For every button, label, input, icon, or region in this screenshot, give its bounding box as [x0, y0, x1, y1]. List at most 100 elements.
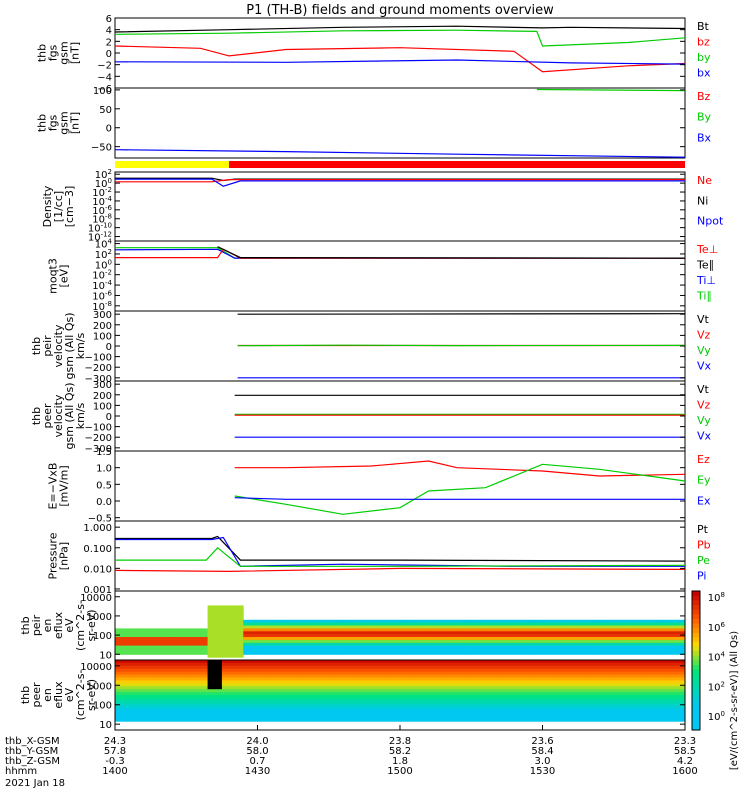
spectrogram-cell — [179, 697, 187, 702]
spectrogram-cell — [157, 668, 166, 673]
spectrogram-cell — [314, 628, 323, 632]
spectrogram-cell — [471, 642, 479, 647]
spectrogram-cell — [136, 668, 144, 673]
spectrogram-cell — [378, 700, 387, 705]
spectrogram-cell — [485, 686, 494, 690]
orbit-value: 58.4 — [531, 746, 553, 757]
spectrogram-cell — [635, 642, 643, 647]
spectrogram-cell — [642, 671, 650, 676]
legend-entry: Vx — [697, 360, 712, 373]
spectrogram-cell — [257, 677, 266, 681]
spectrogram-cell — [378, 718, 387, 722]
spectrogram-cell — [457, 671, 465, 676]
spectrogram-cell — [635, 662, 643, 667]
series-line — [234, 497, 685, 500]
spectrogram-cell — [620, 686, 629, 690]
spectrogram-cell — [592, 689, 600, 693]
spectrogram-cell — [485, 703, 494, 708]
spectrogram-cell — [221, 695, 230, 699]
spectrogram-cell — [179, 709, 187, 713]
spectrogram-cell — [350, 715, 358, 719]
spectrogram-cell — [172, 660, 180, 664]
spectrogram-cell — [549, 642, 558, 647]
spectrogram-cell — [392, 692, 401, 696]
spectrogram-cell — [150, 645, 159, 649]
panel-frame — [114, 240, 686, 312]
spectrogram-cell — [613, 709, 622, 713]
spectrogram-cell — [464, 718, 472, 722]
spectrogram-cell — [129, 631, 137, 635]
spectrogram-cell — [200, 686, 209, 690]
spectrogram-cell — [385, 631, 394, 635]
spectrogram-cell — [321, 706, 330, 711]
spectrogram-cell — [478, 706, 486, 711]
spectrogram-cell — [157, 703, 166, 708]
spectrogram-cell — [485, 637, 494, 641]
spectrogram-cell — [193, 718, 201, 722]
spectrogram-cell — [343, 697, 351, 702]
spectrogram-cell — [549, 677, 558, 681]
spectrogram-cell — [400, 642, 408, 647]
spectrogram-cell — [620, 645, 629, 649]
spectrogram-cell — [521, 692, 529, 696]
spectrogram-cell — [449, 706, 458, 711]
spectrogram-cell — [143, 631, 152, 635]
spectrogram-cell — [115, 671, 123, 676]
y-tick-label: 300 — [93, 380, 112, 391]
spectrogram-cell — [264, 662, 273, 667]
spectrogram-cell — [549, 689, 558, 693]
spectrogram-cell — [136, 706, 144, 711]
spectrogram-cell — [250, 648, 258, 652]
spectrogram-cell — [293, 665, 301, 670]
spectrogram-cell — [499, 662, 508, 667]
spectrogram-cell — [293, 668, 301, 673]
spectrogram-cell — [157, 718, 166, 722]
spectrogram-cell — [606, 648, 615, 652]
spectrogram-cell — [200, 712, 209, 716]
spectrogram-cell — [400, 683, 408, 687]
spectrogram-cell — [492, 634, 501, 638]
spectrogram-cell — [535, 619, 543, 624]
spectrogram-cell — [328, 642, 337, 647]
spectrogram-cell — [229, 668, 237, 673]
spectrogram-cell — [464, 651, 472, 655]
spectrogram-cell — [578, 642, 586, 647]
spectrogram-cell — [592, 712, 600, 716]
spectrogram-cell — [193, 692, 201, 696]
spectrogram-cell — [364, 625, 372, 629]
spectrogram-cell — [250, 662, 258, 667]
spectrogram-cell — [207, 605, 216, 609]
spectrogram-cell — [414, 680, 422, 684]
spectrogram-cell — [656, 700, 665, 705]
spectrogram-cell — [164, 671, 173, 676]
spectrogram-cell — [221, 616, 230, 621]
spectrogram-cell — [115, 689, 123, 693]
spectrogram-cell — [236, 642, 244, 647]
spectrogram-cell — [606, 715, 615, 719]
legend-entry: Vz — [697, 329, 711, 342]
spectrogram-cell — [521, 715, 529, 719]
spectrogram-cell — [435, 628, 444, 632]
spectrogram-cell — [506, 715, 515, 719]
spectrogram-cell — [478, 689, 486, 693]
spectrogram-cell — [236, 718, 244, 722]
spectrogram-cell — [221, 625, 230, 629]
spectrogram-cell — [229, 686, 237, 690]
spectrogram-cell — [307, 634, 315, 638]
spectrogram-cell — [599, 662, 608, 667]
spectrogram-cell — [143, 680, 152, 684]
spectrogram-cell — [328, 622, 337, 626]
spectrogram-cell — [200, 718, 209, 722]
spectrogram-cell — [435, 674, 444, 678]
spectrogram-cell — [471, 634, 479, 638]
spectrogram-cell — [599, 619, 608, 624]
spectrogram-cell — [449, 639, 458, 644]
spectrogram-cell — [599, 695, 608, 699]
spectrogram-cell — [179, 639, 187, 644]
spectrogram-cell — [585, 703, 593, 708]
spectrogram-cell — [613, 718, 622, 722]
spectrogram-cell — [350, 712, 358, 716]
spectrogram-cell — [478, 671, 486, 676]
spectrogram-cell — [578, 683, 586, 687]
spectrogram-cell — [485, 689, 494, 693]
